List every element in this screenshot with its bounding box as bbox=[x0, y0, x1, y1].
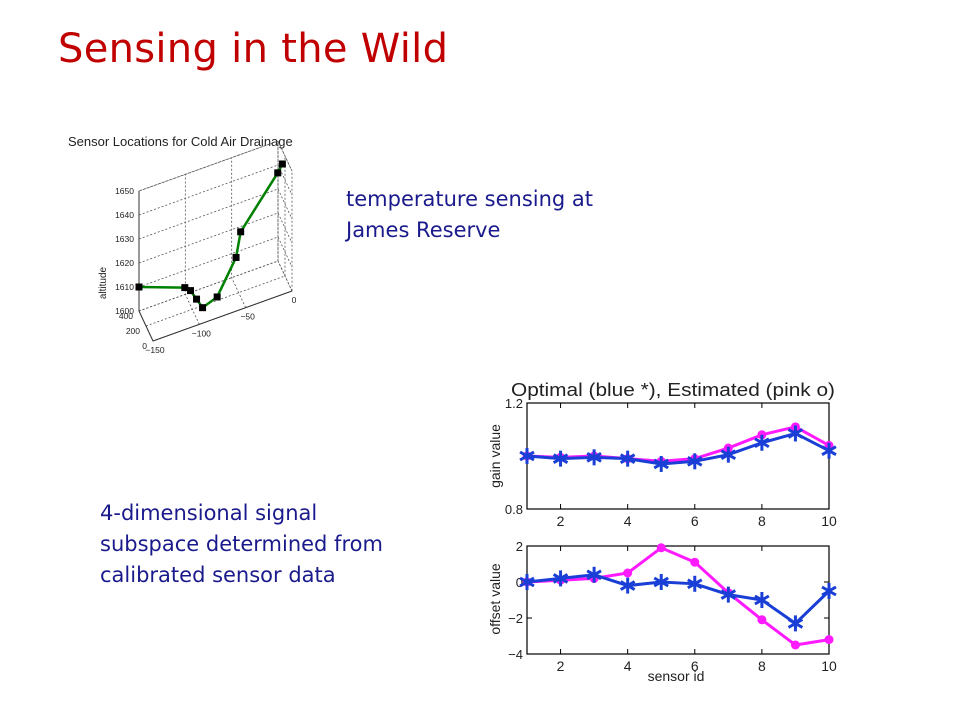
z-tick-label: 1620 bbox=[115, 258, 134, 268]
y-tick-label: 0 bbox=[292, 295, 297, 305]
caption-line: subspace determined from bbox=[100, 532, 383, 556]
sensor-point bbox=[181, 284, 189, 292]
x-tick-label: 2 bbox=[557, 658, 565, 674]
z-tick-label: 1610 bbox=[115, 282, 134, 292]
y-gridline bbox=[231, 157, 247, 308]
plot-3d-data bbox=[135, 160, 286, 312]
slide-title: Sensing in the Wild bbox=[58, 26, 449, 72]
sensor-point bbox=[232, 253, 240, 261]
y-tick-label: −2 bbox=[508, 611, 523, 626]
optimal-series-line bbox=[526, 573, 831, 626]
plot-3d-ticks: 1600161016201630164016504002000−150−100−… bbox=[115, 186, 297, 355]
estimated-point bbox=[757, 615, 767, 625]
sensor-point bbox=[213, 293, 221, 301]
y-tick-label: 2 bbox=[516, 539, 523, 554]
plot-frame bbox=[526, 545, 830, 655]
optimal-point bbox=[586, 566, 602, 583]
x-tick-label: 4 bbox=[624, 513, 632, 529]
optimal-point bbox=[787, 615, 804, 632]
sensor-point bbox=[135, 283, 143, 291]
z-tick-label: 1650 bbox=[115, 186, 134, 196]
x-tick-label: 8 bbox=[758, 658, 766, 674]
sensor-point bbox=[278, 160, 286, 168]
y-gridline bbox=[184, 174, 200, 325]
z-tick-label: 1630 bbox=[115, 234, 134, 244]
x-tick-label: 8 bbox=[758, 513, 766, 529]
optimal-point bbox=[720, 586, 737, 603]
estimated-point bbox=[656, 543, 666, 553]
caption-line: temperature sensing at bbox=[346, 187, 594, 211]
sensor-point bbox=[187, 287, 194, 295]
optimal-point bbox=[687, 575, 703, 592]
optimal-point bbox=[653, 455, 669, 472]
optimal-point bbox=[821, 583, 837, 599]
optimal-point bbox=[619, 450, 636, 467]
z-tick-label: 1640 bbox=[115, 210, 134, 220]
sensor-point bbox=[193, 295, 201, 303]
x-tick-label: 4 bbox=[624, 658, 632, 674]
y-tick-label: 1.2 bbox=[505, 396, 523, 411]
optimal-point bbox=[720, 446, 737, 463]
x-tick-label: 0 bbox=[142, 341, 147, 351]
y-tick-label: −150 bbox=[145, 345, 164, 355]
optimal-point bbox=[821, 442, 837, 459]
gain-chart: 2 4 6 8 10 0.8 1.2 bbox=[505, 396, 837, 529]
x-tick-label: 6 bbox=[691, 513, 699, 529]
estimated-point bbox=[623, 568, 633, 578]
estimated-point bbox=[790, 640, 800, 650]
x-tick-label: 400 bbox=[119, 311, 133, 321]
offset-y-axis-label: offset value bbox=[487, 563, 503, 635]
caption-signal-subspace: 4-dimensional signal subspace determined… bbox=[100, 498, 383, 591]
y-tick-label: −100 bbox=[192, 328, 211, 338]
optimal-point bbox=[687, 453, 703, 470]
optimal-point bbox=[552, 570, 569, 587]
y-tick-label: 0.8 bbox=[505, 502, 523, 517]
y-tick-label: −50 bbox=[240, 312, 255, 322]
optimal-point bbox=[552, 450, 569, 467]
optimal-point bbox=[754, 434, 770, 451]
offset-x-axis-label: sensor id bbox=[648, 668, 705, 684]
estimated-point bbox=[824, 635, 834, 645]
optimal-point bbox=[586, 449, 602, 466]
y-axis-line bbox=[152, 290, 293, 342]
gain-chart-title: Optimal (blue *), Estimated (pink o) bbox=[511, 380, 835, 400]
plot-3d-frame bbox=[138, 140, 293, 342]
back-wall-y bbox=[277, 140, 293, 292]
caption-line: James Reserve bbox=[346, 218, 501, 242]
sensor-point bbox=[274, 169, 282, 177]
gain-y-axis-label: gain value bbox=[487, 424, 503, 488]
x-tick-label: 10 bbox=[821, 513, 837, 529]
x-tick-label: 2 bbox=[557, 513, 565, 529]
caption-temperature-sensing: temperature sensing at James Reserve bbox=[346, 184, 593, 246]
z-tick-label: 1600 bbox=[115, 306, 134, 316]
offset-chart: 2 4 6 8 10 −4 −2 0 2 bbox=[508, 539, 837, 674]
sensor-point bbox=[199, 304, 207, 312]
optimal-point bbox=[519, 448, 535, 464]
estimated-series-line bbox=[526, 546, 830, 647]
optimal-series-line bbox=[526, 431, 830, 466]
y-tick-label: 0 bbox=[516, 575, 523, 590]
chart-title: Sensor Locations for Cold Air Drainage bbox=[68, 134, 293, 149]
caption-line: 4-dimensional signal bbox=[100, 501, 318, 525]
optimal-point bbox=[754, 592, 770, 608]
optimal-point bbox=[787, 425, 804, 442]
x-tick-label: 200 bbox=[126, 326, 140, 336]
x-tick-label: 10 bbox=[821, 658, 837, 674]
optimal-point bbox=[619, 577, 636, 594]
sensor-point bbox=[237, 228, 245, 236]
estimated-point bbox=[690, 557, 700, 567]
y-tick-label: −4 bbox=[508, 647, 523, 662]
optimal-point bbox=[519, 574, 535, 590]
optimal-point bbox=[653, 574, 669, 590]
x-axis-line bbox=[138, 310, 154, 342]
z-axis-label: altitude bbox=[98, 266, 109, 299]
x-gridline bbox=[145, 156, 286, 327]
caption-line: calibrated sensor data bbox=[100, 563, 336, 587]
x-tick-label: 6 bbox=[691, 658, 699, 674]
